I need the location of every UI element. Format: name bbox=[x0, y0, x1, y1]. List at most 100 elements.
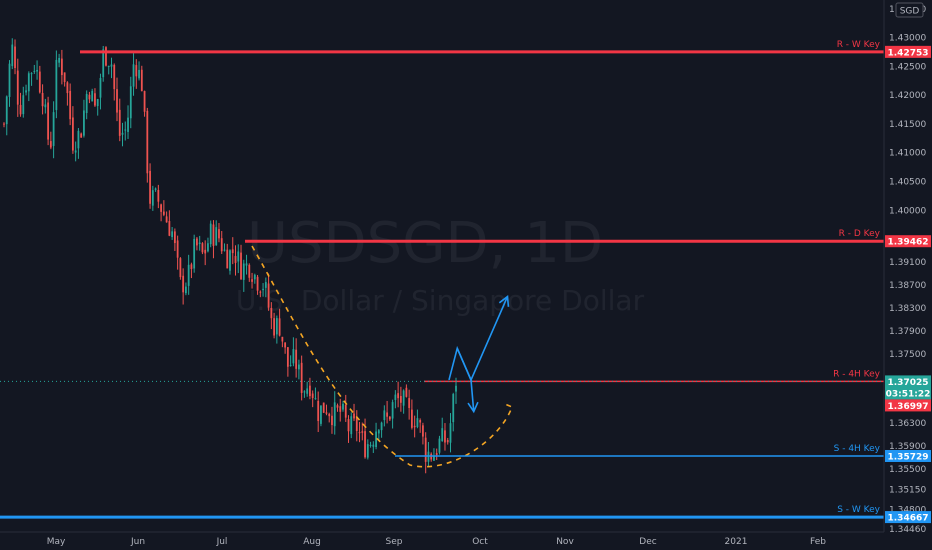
candle-body bbox=[80, 133, 83, 138]
currency-label: SGD bbox=[900, 7, 920, 17]
rounding-bottom-layer bbox=[251, 245, 514, 468]
candle-body bbox=[201, 243, 204, 253]
candle-body bbox=[270, 307, 273, 319]
price-tick-label: 1.39100 bbox=[889, 258, 926, 268]
candle-body bbox=[314, 398, 317, 400]
candle-body bbox=[408, 398, 411, 408]
price-tick-label: 1.37900 bbox=[889, 327, 926, 337]
candle-body bbox=[151, 190, 154, 206]
candle-body bbox=[311, 393, 314, 398]
price-axis[interactable]: 1.435001.430001.425001.420001.415001.410… bbox=[883, 0, 932, 535]
candle-body bbox=[138, 69, 140, 79]
candle-body bbox=[355, 417, 358, 431]
candle-body bbox=[322, 402, 325, 413]
watermark-symbol: USDSGD, 1D bbox=[247, 211, 603, 276]
candle-body bbox=[85, 93, 88, 114]
candle-body bbox=[361, 431, 364, 433]
candle-body bbox=[168, 221, 171, 236]
candle-body bbox=[397, 393, 400, 399]
candle-body bbox=[267, 283, 270, 308]
watermark: USDSGD, 1D U.S. Dollar / Singapore Dolla… bbox=[236, 211, 645, 317]
candle-body bbox=[380, 422, 383, 431]
candle-body bbox=[209, 223, 212, 245]
bearish-projection-path bbox=[456, 348, 475, 412]
candle-body bbox=[11, 44, 14, 67]
candle-body bbox=[289, 365, 292, 367]
candle-body bbox=[300, 362, 303, 393]
candle-body bbox=[107, 65, 110, 67]
candle-body bbox=[27, 73, 30, 92]
time-axis[interactable]: May Jun Jul Aug Sep Oct Nov Dec 2021 Feb bbox=[0, 531, 884, 550]
projection-layer bbox=[448, 295, 510, 414]
time-tick-label: Aug bbox=[303, 537, 321, 547]
candle-body bbox=[339, 406, 342, 412]
candle-body bbox=[52, 112, 55, 146]
bullish-arrowhead bbox=[498, 295, 510, 307]
candle-body bbox=[55, 59, 58, 111]
candle-body bbox=[383, 410, 386, 421]
candle-body bbox=[91, 90, 94, 102]
candle-body bbox=[8, 63, 11, 97]
candle-body bbox=[38, 71, 41, 93]
candle-body bbox=[179, 258, 182, 278]
candle-body bbox=[347, 419, 350, 432]
candle-body bbox=[14, 46, 16, 68]
candle-body bbox=[336, 405, 339, 408]
candle-body bbox=[72, 117, 74, 151]
candle-body bbox=[248, 264, 251, 278]
candle-body bbox=[127, 117, 129, 132]
candle-body bbox=[264, 282, 267, 288]
last-price-value: 1.37025 bbox=[888, 378, 929, 388]
candle-body bbox=[234, 255, 237, 263]
candle-body bbox=[198, 242, 201, 245]
candle-body bbox=[416, 418, 419, 428]
candle-body bbox=[405, 387, 408, 397]
candle-body bbox=[25, 90, 27, 93]
candle-body bbox=[331, 415, 333, 426]
price-tick-label: 1.42500 bbox=[889, 62, 926, 72]
candle-body bbox=[358, 432, 361, 434]
candle-body bbox=[259, 291, 262, 293]
candle-body bbox=[41, 92, 44, 107]
level-label: R - W Key bbox=[837, 40, 881, 50]
candle-body bbox=[190, 264, 193, 270]
price-tick-label: 1.35900 bbox=[889, 442, 926, 452]
candle-body bbox=[292, 349, 295, 364]
level-label: R - D Key bbox=[839, 229, 881, 239]
candle-body bbox=[256, 276, 259, 291]
time-tick-label: Jun bbox=[130, 537, 145, 547]
candle-body bbox=[391, 402, 394, 419]
currency-badge[interactable]: SGD bbox=[895, 2, 924, 18]
candle-body bbox=[242, 263, 245, 280]
candle-body bbox=[77, 130, 80, 149]
candle-body bbox=[231, 249, 234, 254]
candle-body bbox=[187, 264, 190, 286]
candle-body bbox=[146, 110, 149, 174]
candle-body bbox=[303, 391, 306, 393]
candle-body bbox=[185, 286, 187, 294]
candle-body bbox=[372, 444, 375, 447]
candle-body bbox=[47, 102, 49, 140]
candle-body bbox=[99, 77, 102, 98]
candle-body bbox=[286, 347, 289, 367]
candle-body bbox=[94, 93, 96, 106]
candle-body bbox=[366, 444, 369, 458]
candle-body bbox=[328, 413, 331, 417]
candle-body bbox=[262, 288, 264, 291]
time-tick-label: Oct bbox=[472, 537, 488, 547]
candle-body bbox=[226, 249, 229, 269]
candle-body bbox=[49, 141, 52, 148]
candle-body bbox=[350, 416, 353, 435]
candle-body bbox=[353, 413, 355, 419]
candle-body bbox=[121, 132, 124, 135]
candle-body bbox=[240, 252, 242, 280]
candle-body bbox=[446, 440, 449, 443]
candle-body bbox=[342, 403, 344, 410]
candle-body bbox=[215, 227, 218, 246]
candle-body bbox=[110, 64, 113, 67]
price-tick-label: 1.35500 bbox=[889, 465, 926, 475]
candle-body bbox=[83, 110, 85, 136]
level-price-tag bbox=[885, 511, 931, 524]
candle-body bbox=[19, 104, 22, 115]
